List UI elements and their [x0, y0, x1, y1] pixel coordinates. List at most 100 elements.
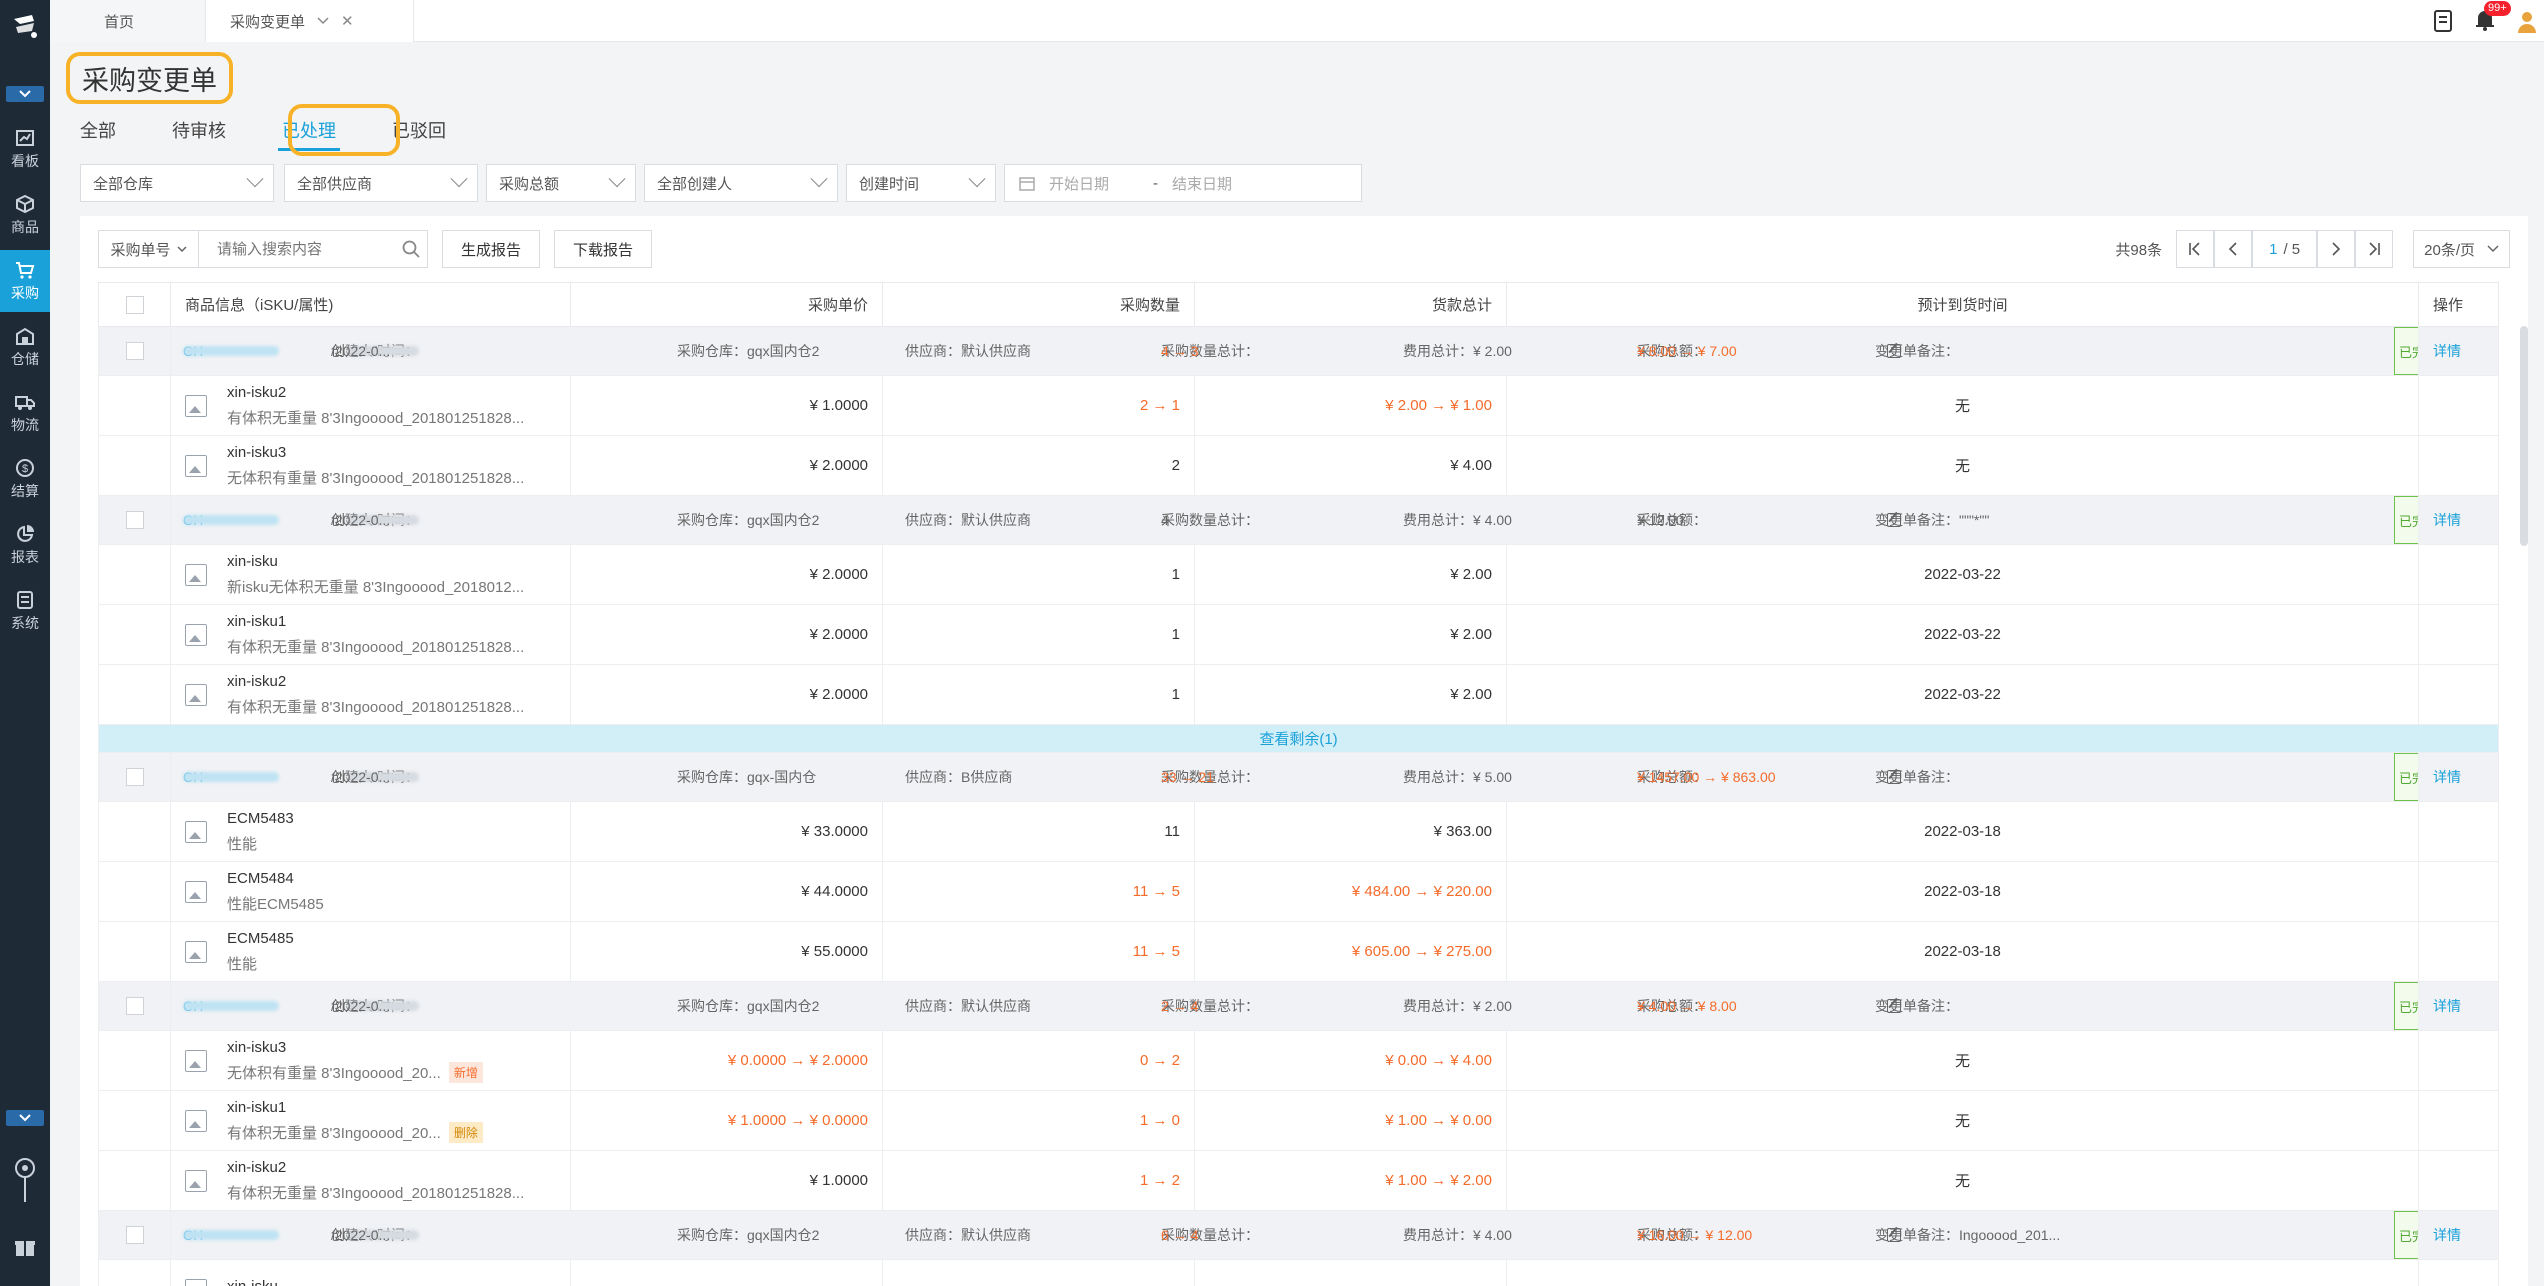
detail-link[interactable]: 详情: [2433, 512, 2461, 528]
tab-current[interactable]: 采购变更单 ✕: [206, 0, 414, 42]
item-attr: 无体积有重量 8'3Ingooood_201801251828...: [227, 469, 525, 487]
next-page-button[interactable]: [2317, 230, 2356, 268]
order-checkbox[interactable]: [125, 1226, 144, 1245]
order-checkbox[interactable]: [125, 511, 144, 530]
search-input[interactable]: [199, 231, 395, 267]
time-type-select[interactable]: 创建时间: [846, 164, 996, 202]
item-sku: xin-isku2: [227, 1158, 287, 1176]
edit-icon[interactable]: [1887, 513, 1901, 527]
table-scrollbar[interactable]: [2520, 326, 2528, 546]
app-logo[interactable]: [0, 6, 50, 46]
item-quantity: [882, 1259, 1195, 1286]
creator-select[interactable]: 全部创建人: [644, 164, 838, 202]
item-row: xin-isku2 有体积无重量 8'3Ingooood_201801251828…: [98, 375, 2499, 436]
last-page-button[interactable]: [2355, 230, 2394, 268]
dashboard-icon: [16, 129, 34, 146]
item-attr: 有体积无重量 8'3Ingooood_201801251828...: [227, 409, 525, 427]
detail-link[interactable]: 详情: [2433, 1227, 2461, 1243]
item-action-cell: [2418, 1150, 2499, 1211]
item-unit-price: ¥ 1.0000: [570, 1150, 883, 1211]
sidebar-item-7[interactable]: 系统: [0, 580, 50, 642]
start-date-input[interactable]: 开始日期: [1049, 175, 1110, 193]
detail-link[interactable]: 详情: [2433, 998, 2461, 1014]
notes-icon[interactable]: [2432, 9, 2454, 33]
edit-icon[interactable]: [1887, 999, 1901, 1013]
user-pin-icon[interactable]: [13, 1156, 37, 1208]
item-eta: 无: [1506, 1030, 2419, 1091]
order-id[interactable]: CH: [183, 754, 279, 801]
gift-icon[interactable]: [14, 1236, 36, 1262]
detail-link[interactable]: 详情: [2433, 769, 2461, 785]
item-action-cell: [2418, 435, 2499, 496]
menu-collapse-toggle[interactable]: [6, 86, 44, 102]
image-placeholder-icon: [185, 623, 207, 646]
qty-total-label: 采购数量总计：: [1161, 1227, 1259, 1243]
search-type-select[interactable]: 采购单号: [99, 231, 199, 267]
order-id[interactable]: CH: [183, 328, 279, 375]
sidebar-item-4[interactable]: 物流: [0, 382, 50, 444]
order-id[interactable]: CH: [183, 497, 279, 544]
tab-rejected[interactable]: 已驳回: [392, 121, 446, 141]
order-checkbox[interactable]: [125, 342, 144, 361]
item-action-cell: [2418, 801, 2499, 862]
show-more-row[interactable]: 查看剩余(1): [98, 724, 2499, 753]
warehouse-select[interactable]: 全部仓库: [80, 164, 274, 202]
show-more-link[interactable]: 查看剩余(1): [98, 724, 2499, 753]
remark-text: 变更单备注："""*"": [1875, 512, 1990, 528]
qty-total-value: 2 → 4: [1161, 998, 1199, 1014]
sidebar-item-0[interactable]: 看板: [0, 118, 50, 180]
chevron-down-icon: [968, 170, 986, 188]
page-size-select[interactable]: 20条/页: [2413, 230, 2510, 268]
tab-home[interactable]: 首页: [50, 0, 206, 42]
item-quantity: 1: [882, 604, 1195, 665]
order-id-redacted: [183, 1001, 279, 1011]
edit-icon[interactable]: [1887, 344, 1901, 358]
close-icon[interactable]: ✕: [341, 13, 354, 30]
detail-link[interactable]: 详情: [2433, 343, 2461, 359]
tab-pending[interactable]: 待审核: [172, 121, 226, 141]
total-select-value: 采购总额: [499, 175, 560, 193]
item-total: ¥ 4.00: [1194, 435, 1507, 496]
menu-collapse-toggle-bottom[interactable]: [6, 1110, 44, 1126]
item-unit-price: ¥ 0.0000 → ¥ 2.0000: [570, 1030, 883, 1091]
generate-report-button[interactable]: 生成报告: [442, 230, 541, 268]
date-range-picker[interactable]: 开始日期 - 结束日期: [1004, 164, 1362, 202]
sidebar-item-3[interactable]: 仓储: [0, 316, 50, 378]
item-unit-price: ¥ 2.0000: [570, 544, 883, 605]
item-total: ¥ 484.00 → ¥ 220.00: [1194, 861, 1507, 922]
image-placeholder-icon: [185, 394, 207, 417]
order-id[interactable]: CH: [183, 1212, 279, 1259]
order-row: CH 创建人/时间：/2022-0... 采购仓库：gqx国内仓2 供应商：默认供应商…: [98, 495, 2499, 545]
supplier-select[interactable]: 全部供应商: [284, 164, 478, 202]
tab-all[interactable]: 全部: [80, 121, 116, 141]
edit-icon[interactable]: [1887, 770, 1901, 784]
sidebar-item-1[interactable]: 商品: [0, 184, 50, 246]
notification-bell[interactable]: 99+: [2474, 1, 2511, 35]
item-quantity: 11 → 5: [882, 861, 1195, 922]
page-indicator[interactable]: 1 / 5: [2252, 230, 2318, 268]
item-quantity: 0 → 2: [882, 1030, 1195, 1091]
user-avatar[interactable]: [2516, 9, 2538, 33]
download-report-button[interactable]: 下载报告: [554, 230, 653, 268]
sidebar-item-2[interactable]: 采购: [0, 250, 50, 312]
item-quantity: 1 → 0: [882, 1090, 1195, 1151]
sidebar-item-6[interactable]: 报表: [0, 514, 50, 576]
chevron-down-icon[interactable]: [317, 17, 329, 25]
edit-icon[interactable]: [1887, 1228, 1901, 1242]
order-id[interactable]: CH: [183, 983, 279, 1030]
order-checkbox[interactable]: [125, 768, 144, 787]
first-page-button[interactable]: [2176, 230, 2215, 268]
prev-page-button[interactable]: [2214, 230, 2253, 268]
image-placeholder-icon: [185, 1049, 207, 1072]
end-date-input[interactable]: 结束日期: [1172, 175, 1233, 193]
select-all-checkbox[interactable]: [125, 295, 144, 314]
qty-total-label: 采购数量总计：: [1161, 343, 1259, 359]
order-warehouse: 采购仓库：gqx-国内仓: [677, 769, 817, 785]
total-select[interactable]: 采购总额: [486, 164, 636, 202]
sidebar-item-5[interactable]: $ 结算: [0, 448, 50, 510]
tab-processed[interactable]: 已处理: [278, 117, 340, 151]
search-icon[interactable]: [395, 231, 427, 267]
order-checkbox[interactable]: [125, 997, 144, 1016]
item-product-cell: xin-isku1 有体积无重量 8'3Ingooood_201801251828…: [170, 604, 571, 665]
notification-badge: 99+: [2484, 1, 2511, 16]
